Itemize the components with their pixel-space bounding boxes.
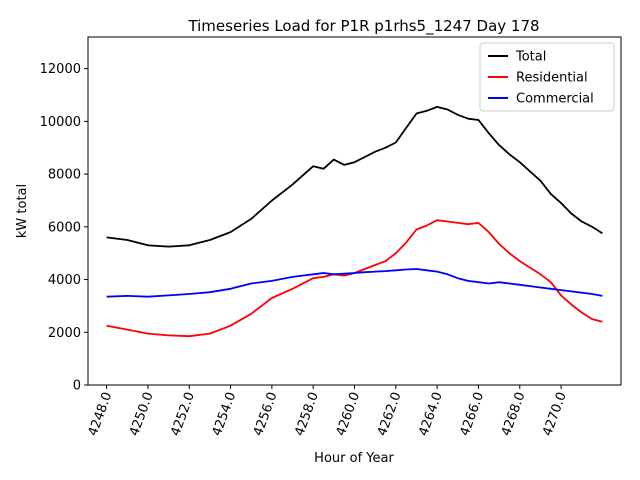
y-axis-title: kW total — [15, 184, 30, 238]
y-axis: 0 2000 4000 6000 8000 10000 12000 — [40, 62, 88, 394]
y-tick-label: 6000 — [48, 220, 81, 235]
legend-label-commercial: Commercial — [516, 92, 594, 107]
y-tick-label: 10000 — [40, 115, 81, 130]
legend: Total Residential Commercial — [479, 42, 615, 112]
y-tick-label: 8000 — [48, 168, 81, 183]
legend-label-total: Total — [515, 50, 546, 65]
x-axis-title: Hour of Year — [314, 451, 394, 466]
y-tick-label: 4000 — [48, 273, 81, 288]
legend-label-residential: Residential — [516, 71, 588, 86]
legend-box — [479, 42, 615, 112]
y-tick-label: 2000 — [48, 326, 81, 341]
series-line-total — [106, 106, 603, 248]
series-line-commercial — [106, 268, 603, 298]
chart-title: Timeseries Load for P1R p1rhs5_1247 Day … — [187, 17, 539, 36]
series-line-residential — [106, 219, 603, 338]
series-layer — [106, 106, 603, 338]
y-tick-label: 0 — [73, 379, 81, 394]
y-tick-label: 12000 — [40, 62, 81, 77]
